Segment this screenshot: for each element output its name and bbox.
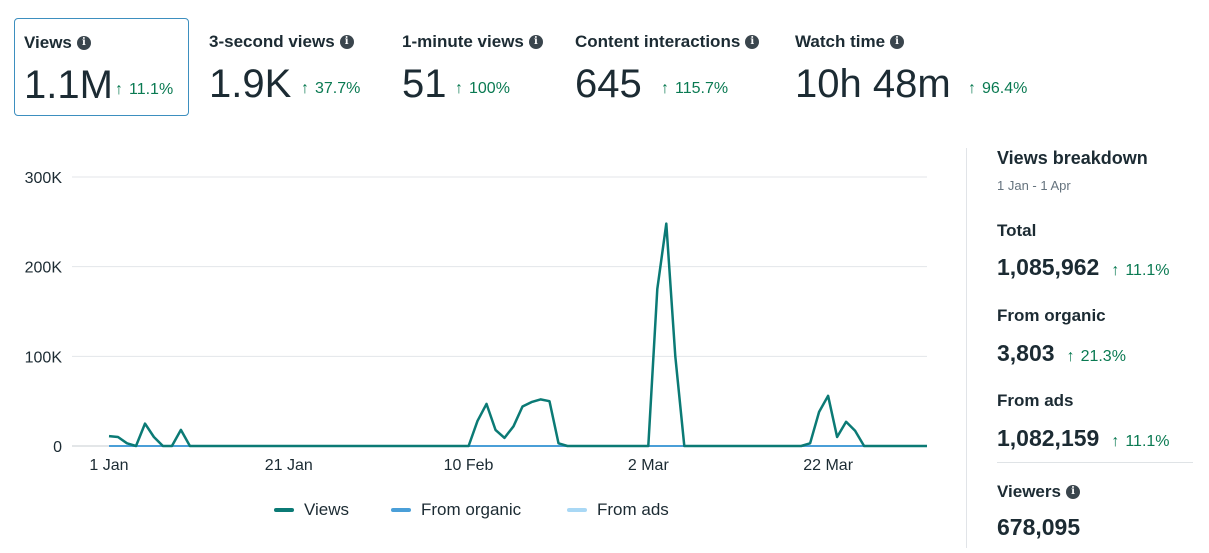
info-icon[interactable]: i [1065, 485, 1080, 499]
total-label: Total [997, 221, 1037, 240]
arrow-up-icon: ↑ [455, 80, 463, 97]
total-change: ↑ 11.1% [1111, 262, 1170, 279]
info-icon[interactable]: i [339, 35, 354, 49]
info-icon[interactable]: i [890, 35, 905, 49]
arrow-up-icon: ↑ [1111, 433, 1120, 450]
total-value: 1,085,962 ↑ 11.1% [997, 254, 1170, 280]
legend-label: Views [304, 500, 350, 519]
metric-value: 1.9K [209, 62, 292, 106]
metric-title: Views i [24, 33, 91, 53]
info-icon[interactable]: i [528, 35, 543, 49]
metric-title: Content interactions i [575, 32, 760, 52]
x-tick-label: 21 Jan [265, 457, 313, 474]
legend-label: From organic [421, 500, 522, 519]
arrow-up-icon: ↑ [301, 80, 309, 97]
viewers-value: 678,095 [997, 514, 1081, 540]
y-tick-label: 300K [25, 170, 63, 187]
metric-change: ↑ 11.1% [115, 81, 174, 98]
views-line-chart[interactable]: 0 100K 200K 300K 1 Jan 21 Jan 10 Feb 2 Mar 22 Ma… [0, 140, 950, 540]
metric-card-watch-time[interactable]: Watch time i 10h 48m ↑ 96.4% [786, 18, 1066, 116]
ads-change: ↑ 11.1% [1111, 433, 1170, 450]
metric-card-views[interactable]: Views i 1.1M ↑ 11.1% [14, 18, 189, 116]
x-tick-label: 10 Feb [444, 457, 494, 474]
legend-swatch [274, 508, 294, 512]
y-tick-label: 200K [25, 260, 63, 277]
metric-change: ↑ 100% [455, 80, 510, 97]
metric-change: ↑ 96.4% [968, 80, 1028, 97]
x-tick-label: 22 Mar [803, 457, 853, 474]
arrow-up-icon: ↑ [661, 80, 669, 97]
metric-title: Watch time i [795, 32, 905, 52]
metric-change: ↑ 115.7% [661, 80, 729, 97]
metric-card-content-interactions[interactable]: Content interactions i 645 ↑ 115.7% [566, 18, 776, 116]
y-tick-label: 100K [25, 349, 63, 366]
breakdown-separator [997, 462, 1193, 463]
ads-label: From ads [997, 391, 1074, 410]
metrics-row: Views i 1.1M ↑ 11.1% 3-second views i 1.9K … [0, 0, 1209, 120]
metric-value: 10h 48m [795, 62, 951, 106]
legend-item-from-ads[interactable]: From ads [567, 497, 669, 523]
x-tick-label: 1 Jan [89, 457, 128, 474]
breakdown-date-range: 1 Jan - 1 Apr [997, 178, 1071, 193]
metric-change: ↑ 37.7% [301, 80, 361, 97]
ads-value: 1,082,159 ↑ 11.1% [997, 425, 1170, 451]
arrow-up-icon: ↑ [968, 80, 976, 97]
arrow-up-icon: ↑ [1111, 262, 1120, 279]
organic-value: 3,803 ↑ 21.3% [997, 340, 1126, 366]
legend-item-views[interactable]: Views [274, 497, 349, 523]
info-icon[interactable]: i [76, 36, 91, 50]
y-tick-label: 0 [53, 439, 62, 456]
chart-svg[interactable]: 0 100K 200K 300K 1 Jan 21 Jan 10 Feb 2 Mar 22 Ma… [0, 140, 950, 500]
legend-swatch [391, 508, 411, 512]
metric-card-1-minute-views[interactable]: 1-minute views i 51 ↑ 100% [393, 18, 558, 116]
metric-value: 1.1M [24, 63, 113, 107]
metric-card-3-second-views[interactable]: 3-second views i 1.9K ↑ 37.7% [200, 18, 385, 116]
metric-title: 1-minute views i [402, 32, 543, 52]
series-line-views [108, 222, 927, 448]
legend-swatch [567, 508, 587, 512]
arrow-up-icon: ↑ [115, 81, 123, 98]
breakdown-title: Views breakdown [997, 148, 1148, 168]
viewers-label: Viewers i [997, 482, 1080, 502]
panel-divider [966, 148, 967, 548]
metric-title: 3-second views i [209, 32, 354, 52]
arrow-up-icon: ↑ [1066, 348, 1075, 365]
organic-label: From organic [997, 306, 1106, 325]
legend-label: From ads [597, 500, 669, 519]
organic-change: ↑ 21.3% [1066, 348, 1126, 365]
x-tick-label: 2 Mar [628, 457, 670, 474]
legend-item-from-organic[interactable]: From organic [391, 497, 521, 523]
info-icon[interactable]: i [745, 35, 760, 49]
metric-value: 51 [402, 62, 447, 106]
metric-value: 645 [575, 62, 642, 106]
